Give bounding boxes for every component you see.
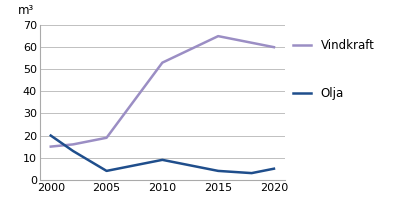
Line: Vindkraft: Vindkraft <box>51 36 274 147</box>
Text: m³: m³ <box>17 4 34 17</box>
Line: Olja: Olja <box>51 136 274 173</box>
Vindkraft <box>71 143 76 146</box>
Legend: Vindkraft, Olja: Vindkraft, Olja <box>293 39 375 100</box>
Olja <box>104 170 109 172</box>
Vindkraft <box>104 136 109 139</box>
Olja <box>48 134 53 137</box>
Olja <box>194 165 198 168</box>
Vindkraft <box>216 35 221 37</box>
Olja <box>272 167 276 170</box>
Olja <box>160 159 165 161</box>
Olja <box>216 170 221 172</box>
Olja <box>71 150 76 152</box>
Vindkraft <box>272 46 276 48</box>
Vindkraft <box>160 61 165 64</box>
Olja <box>126 165 131 168</box>
Olja <box>249 172 254 174</box>
Vindkraft <box>48 145 53 148</box>
